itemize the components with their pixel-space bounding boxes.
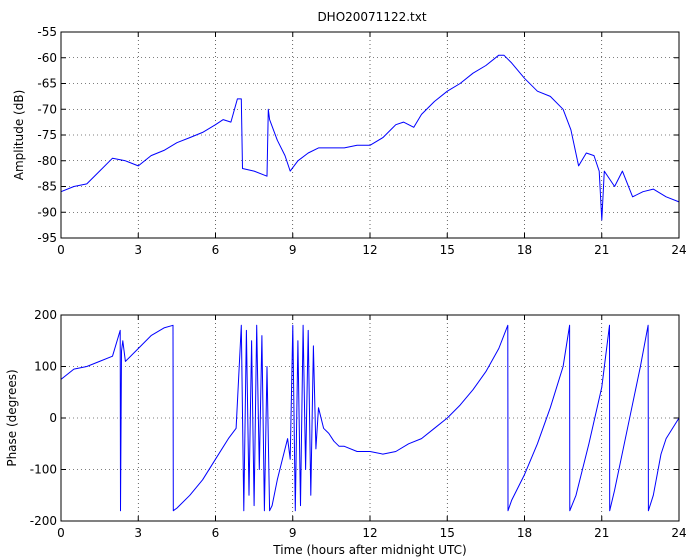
x-tick-label: 3 [134, 526, 142, 540]
y-axis-label: Amplitude (dB) [12, 90, 26, 181]
series [60, 54, 680, 221]
x-tick-label: 9 [289, 243, 297, 257]
series-line [60, 54, 680, 221]
x-tick-label: 6 [212, 243, 220, 257]
chart-title: DHO20071122.txt [317, 10, 426, 24]
y-tick-label: 200 [34, 308, 57, 322]
y-tick-label: 0 [49, 411, 57, 425]
ticks: 0 3 6 9 12 15 18 21 24 200 100 0 -100 -200 [30, 308, 687, 540]
x-tick-label: 9 [289, 526, 297, 540]
y-tick-label: -80 [37, 154, 57, 168]
x-axis-label: Time (hours after midnight UTC) [272, 543, 466, 557]
axes-box [60, 31, 680, 239]
x-tick-label: 24 [671, 243, 686, 257]
x-tick-label: 18 [517, 526, 532, 540]
x-tick-label: 6 [212, 526, 220, 540]
phase-chart: 0 3 6 9 12 15 18 21 24 200 100 0 -100 -200 Phase (deg… [5, 308, 687, 557]
y-tick-label: -100 [30, 463, 57, 477]
x-tick-label: 24 [671, 526, 686, 540]
y-tick-label: -55 [37, 25, 57, 39]
y-tick-label: -75 [37, 128, 57, 142]
y-tick-label: 100 [34, 360, 57, 374]
x-tick-label: 0 [57, 243, 65, 257]
series [60, 324, 680, 512]
y-tick-label: -90 [37, 205, 57, 219]
grid [61, 315, 679, 521]
series-line [60, 324, 680, 512]
y-tick-label: -85 [37, 180, 57, 194]
x-tick-label: 12 [362, 526, 377, 540]
grid [61, 32, 679, 238]
y-tick-label: -65 [37, 77, 57, 91]
x-tick-label: 21 [594, 243, 609, 257]
x-tick-label: 3 [134, 243, 142, 257]
amplitude-chart: DHO20071122.txt 0 3 6 9 12 15 18 21 24 -55 -60 -65 -… [12, 10, 687, 257]
y-axis-label: Phase (degrees) [5, 369, 19, 466]
x-tick-label: 0 [57, 526, 65, 540]
axes-box [60, 314, 680, 522]
x-tick-label: 18 [517, 243, 532, 257]
x-tick-label: 21 [594, 526, 609, 540]
x-tick-label: 15 [440, 526, 455, 540]
x-tick-label: 12 [362, 243, 377, 257]
ticks: 0 3 6 9 12 15 18 21 24 -55 -60 -65 -70 -75 -80 -85 -90 -9… [37, 25, 686, 257]
y-tick-label: -70 [37, 102, 57, 116]
y-tick-label: -60 [37, 51, 57, 65]
x-tick-label: 15 [440, 243, 455, 257]
y-tick-label: -200 [30, 514, 57, 528]
y-tick-label: -95 [37, 231, 57, 245]
